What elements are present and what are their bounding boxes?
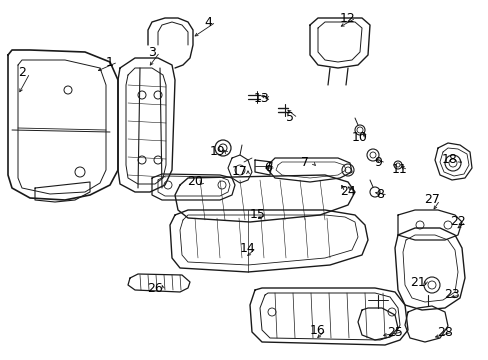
Text: 21: 21: [409, 275, 425, 288]
Text: 5: 5: [285, 112, 293, 125]
Text: 3: 3: [148, 45, 156, 58]
Text: 7: 7: [301, 157, 308, 170]
Text: 2: 2: [18, 67, 26, 80]
Text: 12: 12: [340, 12, 355, 24]
Text: 26: 26: [147, 282, 163, 294]
Text: 19: 19: [210, 145, 225, 158]
Text: 13: 13: [254, 91, 269, 104]
Text: 15: 15: [249, 208, 265, 221]
Text: 1: 1: [106, 55, 114, 68]
Text: 4: 4: [203, 15, 211, 28]
Text: 16: 16: [309, 324, 325, 337]
Text: 23: 23: [443, 288, 459, 301]
Text: 6: 6: [264, 162, 271, 175]
Text: 22: 22: [449, 216, 465, 229]
Text: 20: 20: [187, 175, 203, 189]
Text: 8: 8: [375, 189, 383, 202]
Text: 11: 11: [391, 163, 407, 176]
Text: 27: 27: [423, 193, 439, 207]
Text: 24: 24: [340, 185, 355, 198]
Text: 28: 28: [436, 325, 452, 338]
Text: 25: 25: [386, 325, 402, 338]
Text: 10: 10: [351, 131, 367, 144]
Text: 17: 17: [232, 166, 247, 179]
Text: 14: 14: [240, 242, 255, 255]
Text: 9: 9: [373, 157, 381, 170]
Text: 18: 18: [441, 153, 457, 166]
